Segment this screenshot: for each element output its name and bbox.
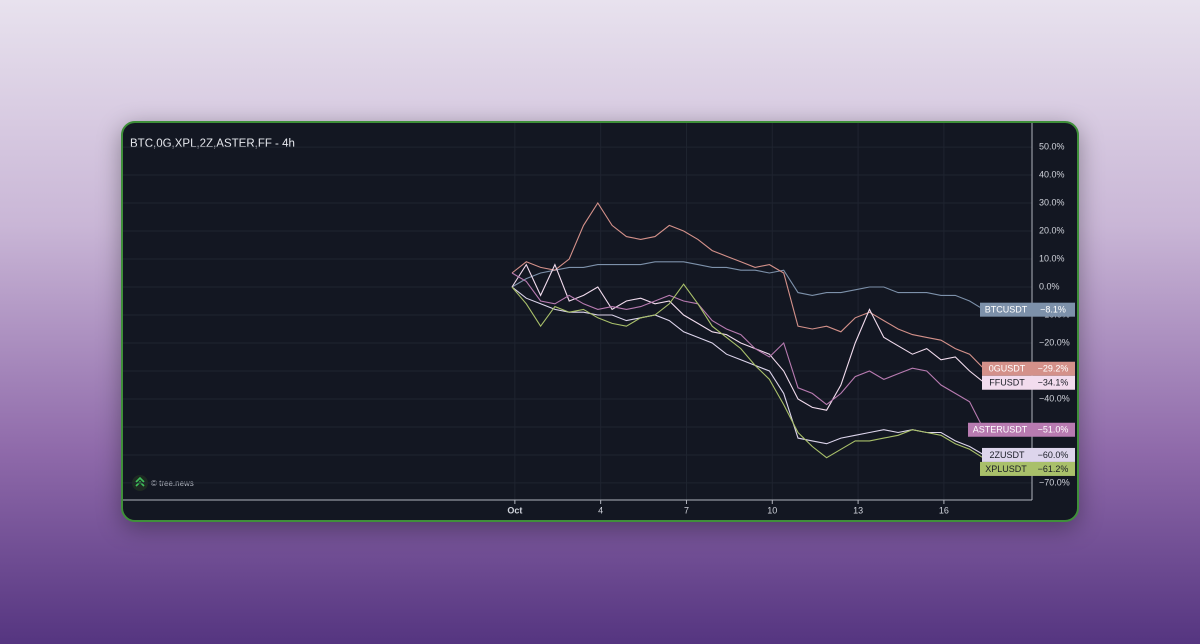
- series-name: XPLUSDT: [985, 464, 1027, 474]
- end-label-box: [982, 375, 1075, 390]
- x-tick-label: 16: [939, 505, 949, 515]
- x-tick-label: 7: [684, 505, 689, 515]
- series-line: [511, 261, 985, 311]
- end-label-box: [980, 461, 1075, 476]
- series-name: BTCUSDT: [985, 305, 1028, 315]
- series-line: [511, 283, 985, 459]
- y-tick-label: 40.0%: [1039, 169, 1065, 179]
- end-label-box: [982, 361, 1075, 376]
- value-label: −51.0%: [1038, 425, 1069, 435]
- series-name: 0GUSDT: [989, 364, 1026, 374]
- y-tick-label: −20.0%: [1039, 337, 1070, 347]
- end-label-box: [980, 302, 1075, 317]
- x-tick-label: 10: [767, 505, 777, 515]
- end-label-box: [968, 422, 1075, 437]
- series-line: [511, 201, 985, 370]
- series-line: [511, 263, 985, 411]
- y-tick-label: 0.0%: [1039, 281, 1060, 291]
- series-name: ASTERUSDT: [973, 425, 1028, 435]
- series-name: FFUSDT: [989, 378, 1025, 388]
- y-tick-label: 10.0%: [1039, 253, 1065, 263]
- x-tick-label: 13: [853, 505, 863, 515]
- series-line: [511, 272, 985, 430]
- x-tick-label: Oct: [507, 505, 522, 515]
- value-label: −61.2%: [1038, 464, 1069, 474]
- value-label: −34.1%: [1038, 378, 1069, 388]
- watermark: © tree.news: [151, 479, 194, 488]
- value-label: −60.0%: [1038, 450, 1069, 460]
- series-name: 2ZUSDT: [989, 450, 1025, 460]
- value-label: −8.1%: [1040, 305, 1066, 315]
- grid: [123, 123, 1032, 500]
- end-label-box: [982, 447, 1075, 462]
- x-tick-label: 4: [598, 505, 603, 515]
- y-tick-label: −40.0%: [1039, 393, 1070, 403]
- y-tick-label: 50.0%: [1039, 141, 1065, 151]
- y-tick-label: 30.0%: [1039, 197, 1065, 207]
- y-tick-label: −70.0%: [1039, 477, 1070, 487]
- value-label: −29.2%: [1038, 364, 1069, 374]
- chart-title: BTC,0G,XPL,2Z,ASTER,FF - 4h: [130, 138, 295, 150]
- y-tick-label: 20.0%: [1039, 225, 1065, 235]
